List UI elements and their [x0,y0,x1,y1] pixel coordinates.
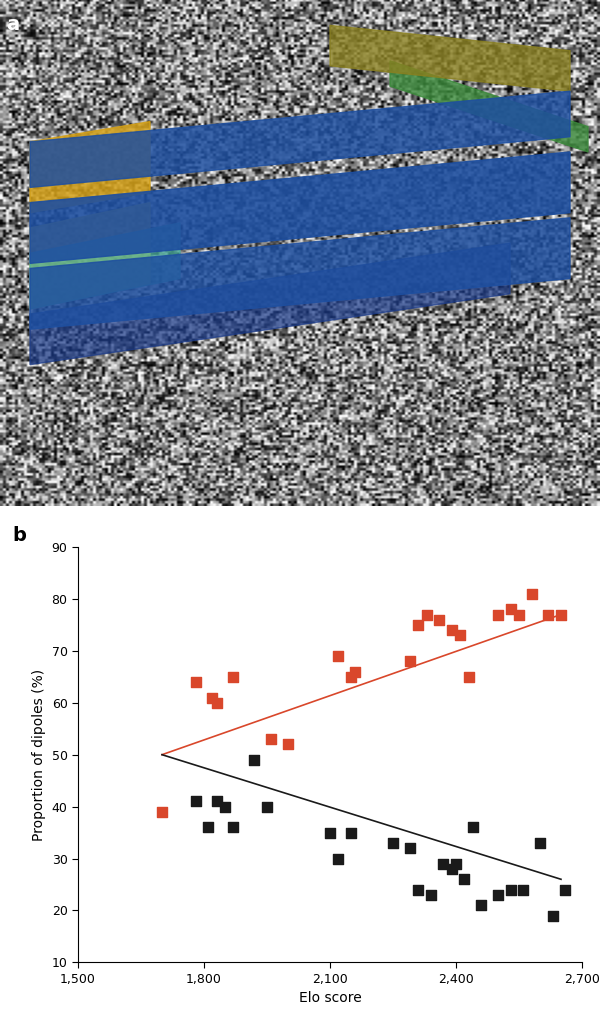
Point [346,825,356,841]
Point [212,793,221,809]
Point [455,627,465,643]
Point [208,690,217,706]
Polygon shape [390,61,588,152]
Point [191,674,200,690]
Point [350,664,360,680]
Point [451,856,461,872]
Polygon shape [30,218,570,329]
Point [325,825,335,841]
Point [229,669,238,685]
Point [229,820,238,836]
Point [262,798,272,814]
Point [556,607,566,623]
Point [493,886,503,903]
Polygon shape [30,91,570,187]
Point [439,856,448,872]
Point [548,908,557,924]
Point [544,607,553,623]
Point [212,695,221,711]
Point [560,881,570,898]
Polygon shape [330,25,570,91]
Polygon shape [30,223,180,309]
Point [476,898,486,914]
Point [334,851,343,867]
Point [447,861,457,877]
Point [220,798,230,814]
Point [514,607,524,623]
Y-axis label: Proportion of dipoles (%): Proportion of dipoles (%) [32,669,46,841]
Point [535,835,545,851]
Point [493,607,503,623]
Point [405,653,415,670]
Polygon shape [30,203,150,309]
Text: a: a [6,15,19,34]
Point [203,820,213,836]
Point [250,752,259,768]
Point [464,669,473,685]
Point [460,871,469,887]
Point [191,793,200,809]
Point [413,881,423,898]
Point [413,617,423,633]
Point [506,881,515,898]
Point [334,648,343,665]
Text: b: b [13,527,26,545]
Point [527,586,536,602]
Point [426,886,436,903]
Point [518,881,528,898]
Point [506,601,515,617]
Point [157,803,167,820]
Polygon shape [30,243,510,365]
Point [405,840,415,856]
Point [422,607,431,623]
Point [283,736,293,753]
X-axis label: Elo score: Elo score [299,992,361,1005]
Point [346,669,356,685]
Point [468,820,478,836]
Point [388,835,398,851]
Polygon shape [30,122,150,213]
Polygon shape [30,152,570,263]
Point [434,612,444,628]
Point [447,622,457,638]
Point [266,731,276,748]
